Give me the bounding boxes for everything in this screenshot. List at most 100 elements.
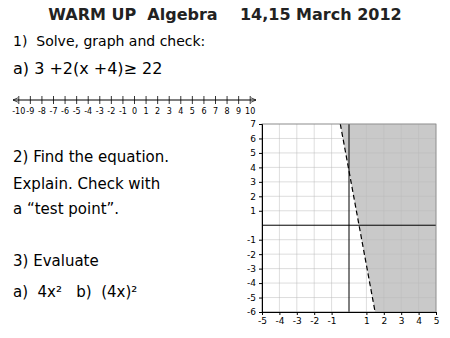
tick-label: -4	[247, 278, 256, 288]
tick	[18, 96, 19, 104]
tick-label: 8	[225, 107, 230, 116]
tick-label: 5	[434, 316, 440, 326]
tick-label: -6	[247, 307, 256, 317]
tick: -1	[247, 235, 262, 245]
tick-label: 5	[250, 148, 256, 158]
grid-line	[401, 124, 402, 312]
tick-mark	[401, 312, 402, 315]
tick-label: 3	[167, 107, 172, 116]
tick-mark	[259, 211, 262, 212]
tick: -5	[258, 312, 267, 326]
tick: 4	[250, 163, 262, 173]
tick-label: -8	[38, 107, 46, 116]
tick-mark	[279, 312, 280, 315]
tick: -5	[247, 293, 262, 303]
tick	[65, 96, 66, 104]
tick-label: -4	[275, 316, 284, 326]
tick-label: 1	[250, 206, 256, 216]
tick-label: 1	[144, 107, 149, 116]
y-axis: -6 -5 -4 -3 -2 -1 1 2 3 4 5 6 7	[247, 119, 262, 317]
tick	[227, 96, 228, 104]
tick-label: 6	[250, 134, 256, 144]
tick	[30, 96, 31, 104]
tick: 4	[416, 312, 422, 326]
tick-label: 9	[236, 107, 241, 116]
tick-label: 7	[213, 107, 218, 116]
tick-label: -1	[119, 107, 127, 116]
tick-label: -2	[310, 316, 319, 326]
tick	[169, 96, 170, 104]
annotation: a) 3 +2(x +4)≥ 22	[13, 59, 162, 78]
tick-label: 4	[178, 107, 183, 116]
x-axis: -5 -4 -3 -2 -1 1 2 3 4 5	[258, 312, 439, 326]
plot-frame	[262, 124, 436, 312]
tick: 7	[250, 119, 262, 129]
tick: 1	[250, 206, 262, 216]
graph: -5-4-3-2-112345-6-5-4-3-2-11234567	[247, 119, 439, 326]
tick-mark	[259, 138, 262, 139]
worksheet: WARM UP Algebra 14,15 March 2012 1) Solve…	[0, 0, 450, 338]
tick-label: -10	[12, 107, 25, 116]
tick-label: 3	[399, 316, 405, 326]
tick-label: 0	[132, 107, 137, 116]
plot-lines	[340, 124, 375, 312]
tick-mark	[314, 312, 315, 315]
tick: 3	[399, 312, 405, 326]
tick: 5	[434, 312, 440, 326]
grid-line	[314, 124, 315, 312]
tick-mark	[259, 254, 262, 255]
annotation: 3) Evaluate	[13, 252, 99, 270]
grid-line	[279, 124, 280, 312]
tick	[134, 96, 135, 104]
tick-label: -9	[26, 107, 34, 116]
tick-mark	[259, 124, 262, 125]
tick-mark	[384, 312, 385, 315]
axis-domain	[259, 125, 263, 313]
tick: -1	[328, 312, 337, 326]
tick-label: 10	[245, 107, 255, 116]
tick: 5	[250, 148, 262, 158]
tick	[88, 96, 89, 104]
title: WARM UP Algebra 14,15 March 2012	[48, 5, 401, 24]
tick	[203, 96, 204, 104]
axis-domain	[263, 313, 437, 316]
tick	[122, 96, 123, 104]
tick-label: -3	[247, 264, 256, 274]
tick: 3	[250, 177, 262, 187]
tick: -2	[247, 250, 262, 260]
grid-line	[296, 124, 297, 312]
grid-line	[331, 124, 332, 312]
tick: -2	[310, 312, 319, 326]
tick-mark	[259, 298, 262, 299]
y-axis-line	[349, 124, 350, 312]
annotation: Explain. Check with	[13, 175, 160, 193]
tick-mark	[332, 312, 333, 315]
grid-line	[383, 124, 384, 312]
annotation: 1) Solve, graph and check:	[13, 33, 205, 49]
grid-line	[366, 124, 367, 312]
tick: 1	[364, 312, 370, 326]
tick	[192, 96, 193, 104]
tick: 2	[250, 192, 262, 202]
tick-mark	[259, 153, 262, 154]
tick	[250, 96, 251, 104]
annotation: 2) Find the equation.	[13, 148, 169, 166]
tick: -3	[293, 312, 302, 326]
tick-label: 2	[155, 107, 160, 116]
tick-label: 2	[381, 316, 387, 326]
grid-line	[418, 124, 419, 312]
tick-label: -2	[247, 250, 256, 260]
tick	[76, 96, 77, 104]
boundary-line	[340, 124, 375, 312]
tick-mark	[419, 312, 420, 315]
tick-mark	[297, 312, 298, 315]
tick-label: 2	[250, 192, 256, 202]
annotation: a “test point”.	[13, 200, 119, 218]
tick-mark	[366, 312, 367, 315]
number-line-group: -10-9-8-7-6-5-4-3-2-1012345678910	[12, 96, 256, 116]
tick	[180, 96, 181, 104]
tick-label: -3	[293, 316, 302, 326]
tick-label: -4	[84, 107, 92, 116]
tick-label: -3	[96, 107, 104, 116]
tick-label: -5	[258, 316, 267, 326]
